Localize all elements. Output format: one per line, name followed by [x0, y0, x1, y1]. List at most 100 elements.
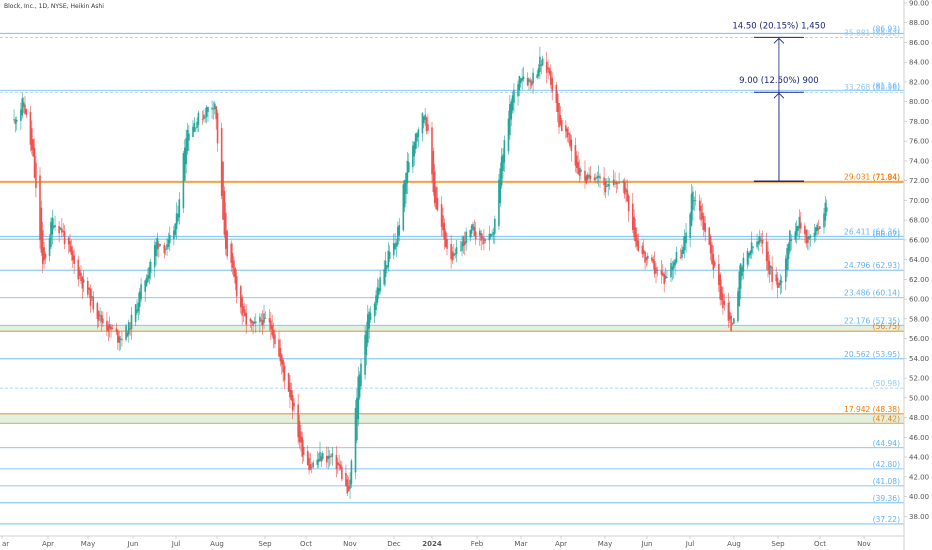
- candle-body: [469, 229, 472, 238]
- candle-body: [480, 233, 482, 241]
- candle-body: [513, 89, 515, 103]
- candle-body: [207, 106, 209, 113]
- candle-body: [674, 259, 676, 266]
- candle-body: [614, 182, 616, 184]
- x-tick-label: 2024: [422, 540, 442, 548]
- candle-body: [584, 170, 586, 181]
- candle-body: [32, 139, 34, 157]
- candle-body: [616, 182, 619, 184]
- x-tick-label: Feb: [471, 540, 484, 548]
- candle-body: [540, 64, 543, 67]
- y-tick-label: 52.00: [909, 375, 929, 383]
- candle-body: [625, 188, 627, 192]
- fib-level-label: (44.94): [873, 439, 900, 448]
- candle-body: [819, 226, 821, 229]
- candle-body: [578, 167, 581, 176]
- candle-body: [656, 270, 659, 272]
- candle-body: [234, 268, 237, 284]
- candle-body: [368, 311, 370, 329]
- candle-body: [364, 335, 366, 375]
- fib-level-label: (50.98): [873, 379, 900, 388]
- candle-body: [354, 408, 357, 473]
- fib-level-label: (56.75): [873, 322, 900, 331]
- candle-body: [446, 239, 448, 249]
- candle-body: [339, 464, 342, 469]
- candle-body: [140, 284, 142, 300]
- candle-body: [704, 223, 706, 233]
- candle-body: [670, 263, 672, 278]
- candle-body: [746, 250, 749, 265]
- candle-body: [424, 114, 426, 120]
- candle-body: [806, 236, 809, 243]
- candle-body: [555, 84, 558, 103]
- candle-body: [779, 279, 782, 286]
- price-axis[interactable]: 38.00 40.00 42.00 44.00 46.00 48.00 50.00 52.00…: [904, 0, 929, 521]
- candle-body: [338, 463, 340, 466]
- candle-body: [69, 240, 71, 252]
- candle-body: [402, 184, 405, 231]
- candle-body: [615, 182, 618, 185]
- candle-body: [455, 247, 458, 255]
- candle-body: [312, 462, 314, 468]
- candle-body: [761, 240, 764, 244]
- candle-body: [664, 275, 667, 280]
- candle-body: [22, 102, 25, 107]
- candle-body: [671, 266, 674, 271]
- fib-level-label: (41.08): [873, 477, 900, 486]
- candle-body: [365, 330, 368, 355]
- measure-layer: 14.50 (20.15%) 1,450 9.00 (12.50%) 900: [732, 21, 825, 182]
- candle-body: [33, 147, 36, 178]
- candle-body: [491, 234, 493, 236]
- x-tick-label: Apr: [555, 540, 567, 548]
- candle-body: [67, 237, 70, 245]
- time-axis[interactable]: ar Apr May Jun Jul Aug Sep Oct Nov Dec 2024 Feb Mar A…: [1, 536, 871, 548]
- candle-body: [559, 115, 562, 125]
- candle-body: [494, 218, 496, 234]
- candle-body: [43, 247, 45, 261]
- candle-body: [689, 213, 691, 238]
- candle-body: [298, 420, 301, 443]
- candle-body: [82, 279, 85, 283]
- candle-body: [815, 227, 817, 235]
- candle-body: [498, 179, 500, 227]
- candle-body: [489, 233, 492, 238]
- candle-body: [244, 309, 246, 317]
- candle-body: [522, 76, 525, 80]
- candle-body: [432, 150, 435, 192]
- fib-level-label: (71.84): [873, 173, 900, 182]
- candle-body: [271, 324, 273, 336]
- candle-body: [509, 104, 511, 135]
- candle-body: [301, 437, 304, 457]
- candle-body: [241, 296, 243, 316]
- candle-body: [403, 180, 406, 208]
- fib-level-label: 23.486 (60.14): [844, 289, 900, 298]
- candle-body: [519, 78, 522, 84]
- candle-body: [623, 181, 626, 195]
- candle-body: [790, 239, 793, 241]
- candle-body: [158, 243, 160, 248]
- candle-body: [14, 119, 17, 125]
- candle-body: [413, 141, 416, 157]
- candle-body: [479, 230, 481, 236]
- candle-body: [798, 216, 801, 229]
- candle-body: [283, 365, 286, 381]
- candle-body: [459, 250, 462, 252]
- candle-body: [309, 464, 312, 470]
- candle-body: [586, 174, 589, 180]
- candle-body: [450, 243, 452, 260]
- x-tick-label: Jul: [171, 540, 181, 548]
- y-tick-label: 90.00: [909, 0, 929, 8]
- candle-body: [433, 171, 436, 204]
- candle-body: [633, 216, 635, 238]
- candle-body: [100, 315, 103, 322]
- candle-body: [431, 127, 433, 175]
- candle-body: [423, 116, 425, 124]
- candle-body: [290, 390, 293, 401]
- candle-body: [442, 215, 444, 231]
- candle-body: [685, 232, 687, 244]
- x-tick-label: Jun: [641, 540, 653, 548]
- y-tick-label: 78.00: [909, 118, 929, 126]
- candle-body: [824, 202, 827, 221]
- candle-body: [387, 250, 390, 267]
- candle-body: [462, 236, 465, 247]
